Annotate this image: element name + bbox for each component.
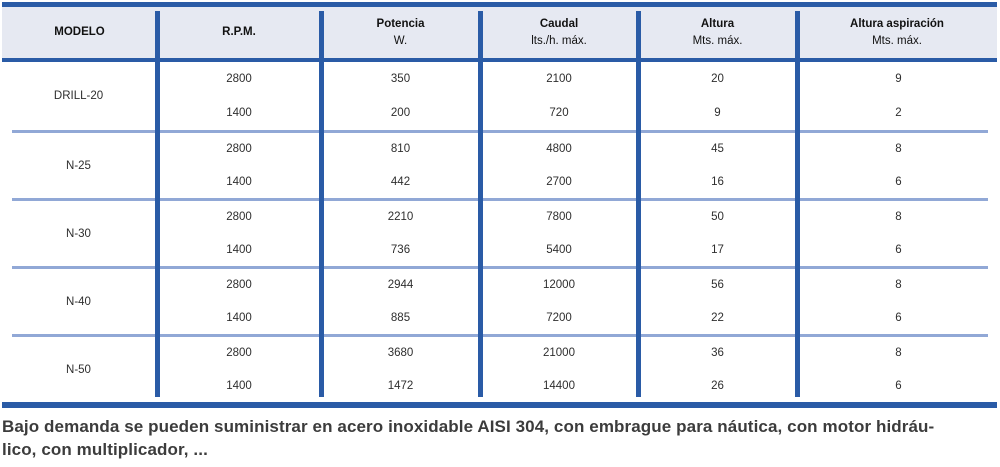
cell-potencia: 442 [390, 175, 411, 188]
cell-altura: 22 [711, 311, 724, 324]
cell-altura-aspiracion: 2 [895, 107, 902, 119]
model-group-drill-20: DRILL-20 2800 350 2100 20 9 1400 200 720… [0, 62, 1000, 130]
model-group-n-25: N-25 2800 810 4800 45 8 1400 442 2700 16… [0, 133, 1000, 198]
table-body: DRILL-20 2800 350 2100 20 9 1400 200 720… [0, 62, 1000, 402]
cell-caudal: 5400 [546, 243, 572, 256]
table-header-row: MODELO R.P.M. Potencia W. Caudal lts./h.… [2, 7, 997, 58]
cell-rpm: 1400 [226, 379, 252, 392]
column-header-altura-aspiracion: Altura aspiración Mts. máx. [797, 16, 997, 50]
column-divider-line [477, 11, 483, 397]
cell-potencia: 1472 [387, 379, 414, 392]
cell-potencia: 736 [390, 243, 411, 256]
footer-note-line1: Bajo demanda se pueden suministrar en ac… [2, 417, 935, 436]
cell-altura: 50 [711, 211, 724, 224]
group-separator-line [12, 130, 988, 133]
cell-altura-aspiracion: 8 [895, 279, 902, 292]
cell-caudal: 21000 [543, 347, 575, 360]
cell-altura-aspiracion: 8 [895, 143, 902, 156]
cell-potencia: 2944 [387, 279, 414, 292]
group-separator-line [12, 334, 988, 337]
column-header-label: Altura aspiración [850, 17, 944, 30]
cell-rpm: 2800 [226, 279, 252, 292]
cell-potencia: 810 [390, 143, 411, 156]
cell-altura: 9 [714, 107, 721, 119]
cell-caudal: 720 [549, 107, 569, 119]
model-group-n-50: N-50 2800 3680 21000 36 8 1400 1472 1440… [0, 337, 1000, 402]
model-group-n-30: N-30 2800 2210 7800 50 8 1400 736 5400 1… [0, 201, 1000, 266]
column-divider-line [154, 11, 160, 397]
table-top-border [2, 2, 997, 7]
column-header-potencia: Potencia W. [321, 16, 480, 50]
column-header-rpm: R.P.M. [157, 24, 321, 41]
cell-potencia: 3680 [387, 347, 414, 360]
cell-potencia: 350 [390, 73, 411, 85]
cell-altura: 45 [711, 143, 724, 156]
table-bottom-border [2, 402, 997, 408]
column-header-unit: Mts. máx. [692, 34, 743, 47]
column-header-modelo: MODELO [2, 24, 157, 41]
column-header-unit: lts./h. máx. [531, 34, 587, 47]
cell-altura: 17 [711, 243, 724, 256]
column-header-label: Caudal [539, 17, 579, 30]
cell-rpm: 1400 [226, 107, 252, 119]
column-header-label: R.P.M. [222, 26, 256, 38]
cell-altura-aspiracion: 9 [895, 73, 902, 85]
cell-caudal: 14400 [543, 379, 575, 392]
cell-rpm: 1400 [226, 311, 252, 324]
model-name: N-25 [66, 159, 91, 172]
column-header-label: MODELO [54, 26, 105, 38]
cell-rpm: 2800 [226, 143, 252, 156]
cell-caudal: 4800 [546, 143, 572, 156]
model-name: DRILL-20 [53, 90, 104, 102]
cell-altura-aspiracion: 6 [895, 243, 902, 256]
cell-altura-aspiracion: 8 [895, 211, 902, 224]
cell-rpm: 2800 [226, 73, 252, 85]
footer-note-line2: lico, con multiplicador, ... [2, 440, 208, 459]
cell-caudal: 2700 [546, 175, 572, 188]
model-group-n-40: N-40 2800 2944 12000 56 8 1400 885 7200 … [0, 269, 1000, 334]
column-header-unit: W. [393, 34, 408, 47]
column-header-caudal: Caudal lts./h. máx. [480, 16, 638, 50]
cell-altura: 36 [711, 347, 724, 360]
cell-rpm: 2800 [226, 211, 252, 224]
group-separator-line [12, 266, 988, 269]
group-separator-line [12, 198, 988, 201]
footer-note: Bajo demanda se pueden suministrar en ac… [2, 415, 998, 461]
column-header-unit: Mts. máx. [872, 34, 922, 47]
column-divider-line [794, 11, 800, 397]
cell-altura-aspiracion: 6 [895, 311, 902, 324]
cell-potencia: 200 [390, 107, 411, 119]
cell-caudal: 12000 [543, 279, 575, 292]
cell-altura: 20 [711, 73, 724, 85]
column-header-label: Altura [700, 17, 735, 30]
cell-rpm: 1400 [226, 243, 252, 256]
column-header-altura: Altura Mts. máx. [638, 16, 797, 50]
cell-altura-aspiracion: 6 [895, 175, 902, 188]
cell-altura: 56 [711, 279, 724, 292]
cell-caudal: 2100 [546, 73, 572, 85]
model-name: N-40 [66, 295, 91, 308]
cell-caudal: 7800 [546, 211, 572, 224]
cell-potencia: 885 [390, 311, 411, 324]
column-divider-line [318, 11, 324, 397]
column-divider-line [635, 11, 641, 397]
table-header-bottom-border [2, 58, 997, 62]
cell-altura: 16 [711, 175, 724, 188]
column-header-label: Potencia [376, 17, 425, 30]
cell-rpm: 2800 [226, 347, 252, 360]
cell-rpm: 1400 [226, 175, 252, 188]
cell-altura-aspiracion: 8 [895, 347, 902, 360]
cell-caudal: 7200 [546, 311, 572, 324]
model-name: N-50 [66, 363, 91, 376]
model-name: N-30 [66, 227, 91, 240]
cell-altura: 26 [711, 379, 724, 392]
cell-altura-aspiracion: 6 [895, 379, 902, 392]
cell-potencia: 2210 [387, 211, 414, 224]
